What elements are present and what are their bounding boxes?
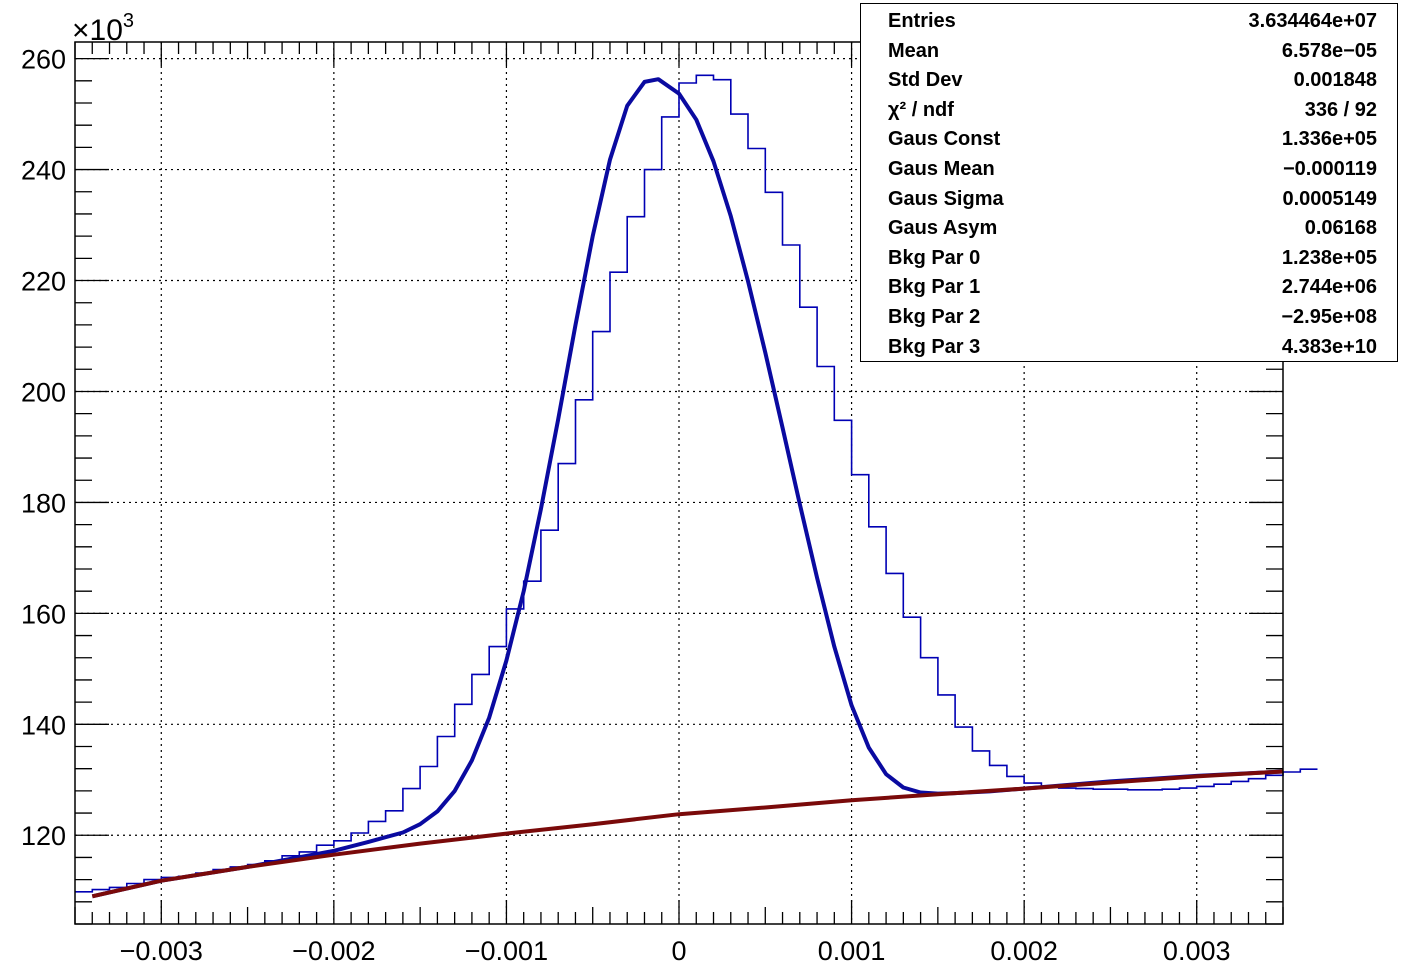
y-tick-label: 140 <box>21 710 66 740</box>
stats-label: Gaus Sigma <box>888 187 1004 210</box>
y-tick-label: 160 <box>21 599 66 629</box>
stats-value: 1.336e+05 <box>1281 128 1377 151</box>
stats-row: χ² / ndf 336 / 92 <box>861 99 1397 127</box>
stats-row: Std Dev 0.001848 <box>861 69 1397 97</box>
histogram <box>75 74 1318 893</box>
stats-label: Std Dev <box>888 69 963 92</box>
stats-label: Bkg Par 0 <box>888 246 981 269</box>
stats-box: Entries 3.634464e+07 Mean 6.578e−05 Std Dev 0… <box>860 3 1398 362</box>
stats-value: −0.000119 <box>1283 158 1377 180</box>
stats-label: Gaus Asym <box>888 217 998 240</box>
histogram-steps <box>75 74 1318 893</box>
x-tick-label: −0.002 <box>292 936 375 966</box>
y-multiplier-label: ×103 <box>72 10 134 47</box>
stats-row: Gaus Mean −0.000119 <box>861 158 1397 186</box>
stats-label: Bkg Par 1 <box>888 276 981 299</box>
background-fit-curve <box>91 769 1284 899</box>
stats-row: Gaus Asym 0.06168 <box>861 217 1397 245</box>
stats-value: 0.0005149 <box>1282 187 1377 210</box>
x-tick-label: 0.001 <box>818 936 886 966</box>
stats-row: Gaus Const 1.336e+05 <box>861 128 1397 156</box>
stats-row: Bkg Par 3 4.383e+10 <box>861 336 1397 364</box>
y-tick-label: 180 <box>21 488 66 518</box>
y-tick-label: 260 <box>21 45 66 75</box>
fit-curves <box>91 77 1284 899</box>
stats-row: Entries 3.634464e+07 <box>861 10 1397 38</box>
stats-label: Mean <box>888 39 940 62</box>
y-tick-label: 200 <box>21 377 66 407</box>
stats-label: χ² / ndf <box>888 98 954 121</box>
x-tick-label: −0.001 <box>465 936 548 966</box>
stats-value: 3.634464e+07 <box>1248 10 1377 32</box>
stats-label: Bkg Par 3 <box>888 335 981 358</box>
stats-value: 4.383e+10 <box>1281 335 1377 358</box>
stats-row: Bkg Par 1 2.744e+06 <box>861 276 1397 304</box>
stats-row: Bkg Par 2 −2.95e+08 <box>861 306 1397 334</box>
stats-value: 336 / 92 <box>1304 98 1377 121</box>
y-tick-labels: 120 140 160 180 200 220 240 260 <box>21 45 66 852</box>
x-tick-label: 0 <box>671 936 686 966</box>
stats-label: Gaus Mean <box>888 158 995 180</box>
stats-value: 6.578e−05 <box>1281 39 1377 62</box>
stats-row: Bkg Par 0 1.238e+05 <box>861 247 1397 275</box>
stats-value: 0.06168 <box>1304 217 1377 240</box>
y-tick-label: 240 <box>21 156 66 186</box>
y-tick-label: 120 <box>21 821 66 851</box>
x-tick-label: 0.003 <box>1163 936 1231 966</box>
stats-value: −2.95e+08 <box>1281 306 1377 328</box>
stats-row: Mean 6.578e−05 <box>861 40 1397 68</box>
x-tick-label: −0.003 <box>120 936 203 966</box>
x-tick-label: 0.002 <box>990 936 1058 966</box>
stats-label: Bkg Par 2 <box>888 306 981 328</box>
x-tick-labels: −0.003 −0.002 −0.001 0 0.001 0.002 0.003 <box>120 936 1231 966</box>
stats-value: 1.238e+05 <box>1281 246 1377 269</box>
stats-value: 0.001848 <box>1293 69 1377 92</box>
y-tick-label: 220 <box>21 267 66 297</box>
stats-row: Gaus Sigma 0.0005149 <box>861 188 1397 216</box>
stats-label: Entries <box>888 10 956 32</box>
stats-value: 2.744e+06 <box>1281 276 1377 299</box>
total-fit-curve <box>91 77 1284 899</box>
stats-label: Gaus Const <box>888 128 1001 151</box>
